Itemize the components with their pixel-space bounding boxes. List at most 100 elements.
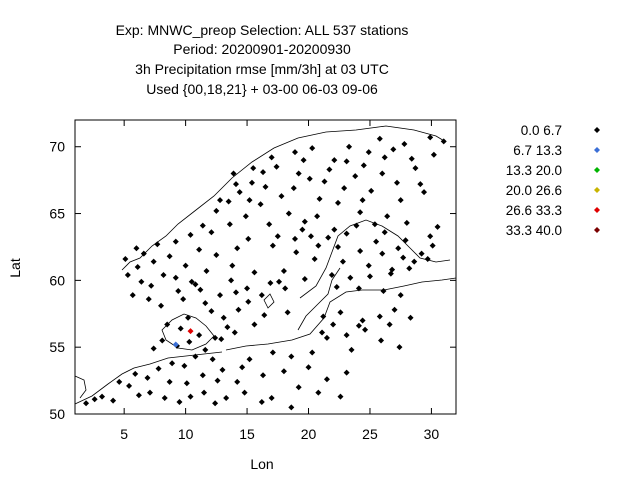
station-point (138, 278, 145, 285)
station-point (148, 282, 155, 289)
x-tick-label: 30 (424, 426, 440, 442)
station-point (228, 277, 235, 284)
station-point (406, 265, 413, 272)
station-point (418, 250, 425, 257)
station-point (180, 296, 187, 303)
x-tick-label: 25 (362, 426, 378, 442)
station-point (401, 141, 408, 148)
y-tick-label: 50 (49, 406, 65, 422)
coastline-sweden-east (297, 267, 341, 331)
station-point (306, 175, 313, 182)
title-line-1: Exp: MNWC_preop Selection: ALL 537 stati… (116, 22, 409, 38)
station-point (411, 258, 418, 265)
station-point (144, 374, 151, 381)
station-point (280, 368, 287, 375)
station-point (331, 157, 338, 164)
station-point (366, 273, 373, 280)
coastline-baltic-south (225, 277, 457, 351)
station-point (110, 397, 117, 404)
station-point (352, 173, 359, 180)
station-point (245, 298, 252, 305)
station-point (397, 292, 404, 299)
station-point (134, 264, 141, 270)
station-point (347, 274, 354, 281)
station-point (208, 308, 215, 315)
station-point (273, 163, 280, 170)
station-point (359, 197, 366, 204)
station-point (323, 334, 330, 341)
station-point (182, 262, 189, 269)
station-point (314, 213, 321, 220)
station-point (331, 226, 338, 233)
station-point (224, 324, 231, 331)
station-point (407, 314, 414, 321)
station-point (140, 250, 147, 257)
station-point (225, 198, 232, 205)
station-point (235, 306, 242, 313)
station-point (260, 372, 267, 379)
station-point (290, 185, 297, 192)
legend-label: 13.3 20.0 (506, 163, 562, 178)
title-line-2: Period: 20200901-20200930 (173, 41, 351, 57)
station-point (248, 179, 255, 186)
station-point (365, 262, 372, 269)
station-point (403, 219, 410, 226)
legend-marker (594, 207, 600, 213)
station-point (291, 149, 298, 156)
station-point (325, 234, 332, 241)
station-point (343, 369, 350, 376)
station-point (219, 366, 226, 373)
station-point (268, 394, 275, 401)
station-point (176, 398, 183, 405)
chart-title: Exp: MNWC_preop Selection: ALL 537 stati… (116, 22, 409, 97)
station-point (158, 302, 165, 309)
title-line-4: Used {00,18,21} + 03-00 06-03 09-06 (146, 81, 378, 97)
station-point (187, 328, 194, 335)
station-point (346, 143, 353, 150)
station-point (343, 332, 350, 339)
station-point (328, 272, 335, 279)
station-point (250, 165, 257, 172)
station-point (155, 365, 162, 372)
station-point (293, 249, 300, 256)
station-point (166, 253, 173, 260)
y-tick-label: 55 (49, 339, 65, 355)
station-point (135, 392, 142, 399)
station-point (83, 400, 90, 407)
legend-marker (594, 167, 600, 173)
station-point (183, 380, 190, 387)
station-point (295, 384, 302, 391)
station-point (315, 389, 322, 396)
station-point (335, 243, 342, 250)
station-point (282, 285, 289, 292)
station-point (343, 230, 350, 237)
station-point (226, 221, 233, 228)
station-point (291, 235, 298, 242)
y-tick-label: 60 (49, 272, 65, 288)
station-point (268, 154, 275, 161)
station-point (116, 378, 123, 385)
station-point (196, 246, 203, 253)
station-point (202, 346, 209, 353)
y-axis-label: Lat (7, 258, 23, 278)
station-point (390, 146, 397, 153)
station-point (337, 393, 344, 400)
station-point (315, 242, 322, 249)
station-point (251, 321, 258, 328)
station-point (133, 245, 140, 252)
station-point (261, 312, 268, 319)
station-point (199, 372, 206, 379)
station-point (212, 334, 219, 341)
station-points (83, 134, 447, 411)
station-point (201, 389, 208, 396)
station-point (266, 221, 273, 228)
station-point (233, 289, 240, 296)
legend-marker (594, 147, 600, 153)
station-point (186, 338, 193, 345)
station-point (245, 235, 252, 242)
station-point (319, 329, 326, 336)
y-tick-label: 70 (49, 139, 65, 155)
legend-marker (594, 127, 600, 133)
station-point (381, 154, 388, 161)
